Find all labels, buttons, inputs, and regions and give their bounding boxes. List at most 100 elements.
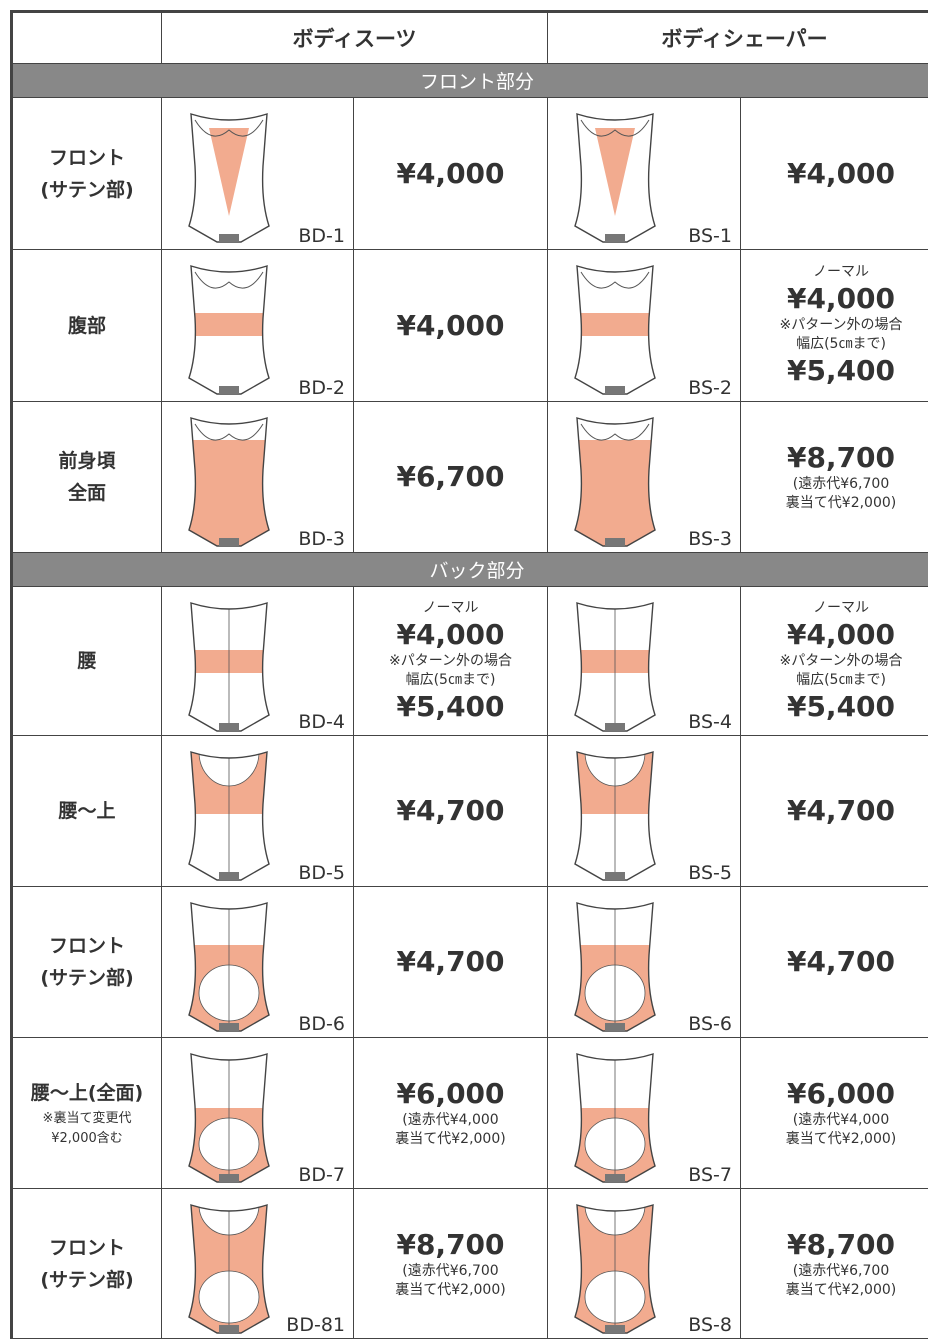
- colored-area: [189, 313, 269, 336]
- product-code: BS-3: [688, 528, 732, 550]
- product-code: BD-7: [298, 1164, 345, 1186]
- product-code: BD-5: [298, 862, 345, 884]
- garment-illustration: [574, 417, 656, 547]
- label-line: 腰: [77, 650, 97, 672]
- normal-label: ノーマル: [813, 599, 869, 616]
- image-cell: BD-6: [161, 886, 354, 1038]
- cup-line: [580, 423, 650, 441]
- fill-area: [575, 114, 655, 242]
- wide-note: 幅広(5㎝まで): [796, 671, 886, 688]
- price-cell: ¥8,700 (遠赤代¥6,700 裏当て代¥2,000): [739, 1188, 928, 1339]
- garment-illustration: [574, 751, 656, 881]
- label-line: (サテン部): [40, 178, 134, 201]
- item-row: 腰〜上 BD-5 ¥4,700 BS-5 ¥4,700: [11, 735, 928, 887]
- garment-outline: [188, 751, 270, 881]
- product-code: BD-2: [298, 377, 345, 399]
- fill-area: [189, 266, 269, 394]
- garment-illustration: [574, 1204, 656, 1334]
- price-table: ボディスーツ ボディシェーパー フロント部分 フロント (サテン部) BD-1 ¥4,0…: [10, 10, 928, 1339]
- image-cell: BS-2: [547, 249, 741, 402]
- price: ¥4,000: [396, 156, 505, 190]
- garment-illustration: [188, 602, 270, 732]
- price-cell: ノーマル ¥4,000 ※パターン外の場合 幅広(5㎝まで) ¥5,400: [739, 249, 928, 402]
- column-header: ボディシェーパー: [546, 11, 928, 64]
- wide-price: ¥5,400: [786, 689, 896, 723]
- garment-outline: [188, 417, 270, 547]
- price: ¥8,700: [786, 1227, 896, 1261]
- garment-illustration: [574, 1053, 656, 1183]
- item-row: 腰〜上(全面) ※裏当て変更代 ¥2,000含む BD-7 ¥6,000 (遠赤代¥4,0…: [11, 1037, 928, 1189]
- label-line: フロント: [48, 146, 125, 169]
- image-cell: BD-1: [161, 97, 354, 250]
- product-code: BD-81: [286, 1314, 345, 1336]
- crotch: [605, 538, 625, 546]
- row-label: フロント (サテン部): [11, 97, 162, 250]
- normal-label: ノーマル: [422, 599, 479, 616]
- image-cell: BD-7: [161, 1037, 354, 1189]
- price-cell: ¥4,700: [739, 886, 928, 1038]
- crotch: [219, 386, 239, 394]
- pattern-note: ※パターン外の場合: [779, 652, 903, 669]
- garment-outline: [574, 1053, 656, 1183]
- label-line: フロント: [48, 1236, 125, 1259]
- wide-price: ¥5,400: [396, 689, 505, 723]
- section-title: フロント部分: [10, 63, 928, 98]
- price-breakdown: (遠赤代¥4,000: [402, 1112, 499, 1128]
- pattern-note: ※パターン外の場合: [388, 652, 513, 669]
- garment-outline: [188, 1204, 270, 1334]
- garment-outline: [188, 602, 270, 732]
- item-row: フロント (サテン部) BD-6 ¥4,700 BS-6 ¥4,700: [11, 886, 928, 1038]
- garment-illustration: [188, 902, 270, 1032]
- price-breakdown: 裏当て代¥2,000): [395, 1281, 506, 1298]
- colored-area: [189, 440, 269, 546]
- label-note: ¥2,000含む: [51, 1131, 123, 1146]
- garment-outline: [574, 113, 656, 243]
- label-line: 全面: [67, 482, 106, 504]
- product-code: BD-3: [298, 528, 345, 550]
- wide-note: 幅広(5㎝まで): [796, 336, 886, 352]
- cup-line: [580, 119, 650, 137]
- item-row: 腹部 BD-2 ¥4,000 BS-2 ノーマル ¥4,000 ※パターン外の場合 幅広(5㎝…: [11, 249, 928, 402]
- cup-line: [194, 271, 264, 289]
- price-cell: ¥4,000: [739, 97, 928, 250]
- wide-price: ¥5,400: [786, 354, 896, 387]
- garment-outline: [574, 265, 656, 395]
- colored-area: [209, 128, 249, 216]
- price-cell: ノーマル ¥4,000 ※パターン外の場合 幅広(5㎝まで) ¥5,400: [739, 586, 928, 736]
- item-row: 前身頃 全面 BD-3 ¥6,700 BS-3 ¥8,700 (遠赤代¥6,700 裏当て代¥…: [11, 401, 928, 553]
- image-cell: BD-5: [161, 735, 354, 887]
- crotch: [605, 723, 625, 731]
- price-cell: ¥8,700 (遠赤代¥6,700 裏当て代¥2,000): [353, 1188, 548, 1339]
- image-cell: BS-5: [547, 735, 741, 887]
- price: ¥6,000: [786, 1077, 896, 1110]
- image-cell: BS-7: [547, 1037, 741, 1189]
- price-cell: ノーマル ¥4,000 ※パターン外の場合 幅広(5㎝まで) ¥5,400: [353, 586, 548, 736]
- row-label: 前身頃 全面: [11, 401, 162, 553]
- section-title: バック部分: [10, 552, 928, 587]
- cup-line: [194, 423, 264, 441]
- image-cell: BS-8: [547, 1188, 741, 1339]
- price: ¥4,000: [786, 617, 896, 651]
- price-cell: ¥4,700: [353, 886, 548, 1038]
- section-row: フロント部分: [10, 63, 928, 98]
- crotch: [219, 723, 239, 731]
- crotch: [605, 1174, 625, 1182]
- fill-area: [189, 418, 269, 546]
- fill-area: [189, 114, 269, 242]
- crotch: [219, 1325, 239, 1333]
- item-row: 腰 BD-4 ノーマル ¥4,000 ※パターン外の場合 幅広(5㎝まで) ¥5,400 BS…: [11, 586, 928, 736]
- price-breakdown: (遠赤代¥6,700: [792, 1262, 890, 1279]
- garment-outline: [574, 602, 656, 732]
- price: ¥8,700: [396, 1227, 505, 1261]
- fill-area: [575, 418, 655, 546]
- price: ¥8,700: [786, 441, 896, 474]
- crotch: [605, 386, 625, 394]
- product-code: BS-4: [688, 711, 732, 733]
- price-cell: ¥6,000 (遠赤代¥4,000 裏当て代¥2,000): [353, 1037, 548, 1189]
- price: ¥4,700: [786, 794, 896, 827]
- price-cell: ¥6,700: [353, 401, 548, 553]
- garment-illustration: [188, 113, 270, 243]
- label-line: 腰〜上(全面): [30, 1082, 144, 1104]
- colored-area: [575, 440, 655, 546]
- price-cell: ¥4,000: [353, 97, 548, 250]
